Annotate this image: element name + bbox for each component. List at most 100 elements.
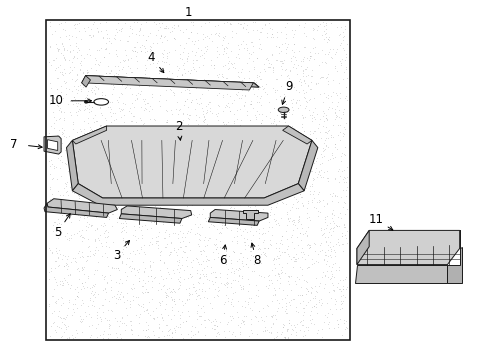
Point — [168, 215, 176, 221]
Point — [229, 303, 237, 309]
Point — [80, 175, 88, 181]
Point — [195, 231, 203, 237]
Point — [221, 282, 228, 288]
Point — [279, 113, 287, 119]
Point — [222, 279, 230, 285]
Point — [135, 266, 142, 272]
Point — [336, 40, 344, 46]
Point — [228, 278, 236, 283]
Point — [322, 34, 330, 40]
Point — [314, 191, 322, 197]
Point — [110, 63, 118, 68]
Point — [289, 245, 297, 251]
Point — [66, 235, 74, 241]
Point — [264, 329, 272, 335]
Point — [56, 62, 63, 67]
Point — [116, 318, 123, 324]
Point — [303, 198, 311, 203]
Point — [169, 153, 177, 158]
Point — [84, 120, 92, 126]
Point — [108, 202, 116, 207]
Point — [277, 72, 285, 78]
Point — [221, 154, 228, 159]
Point — [228, 124, 236, 130]
Point — [260, 85, 268, 91]
Point — [317, 302, 325, 308]
Point — [50, 120, 58, 126]
Point — [82, 136, 90, 142]
Point — [196, 271, 203, 277]
Point — [340, 152, 348, 158]
Point — [282, 228, 289, 234]
Point — [127, 118, 135, 124]
Point — [62, 134, 70, 140]
Point — [125, 207, 133, 213]
Point — [194, 196, 202, 202]
Point — [310, 283, 318, 288]
Point — [190, 212, 198, 217]
Point — [115, 94, 122, 99]
Point — [195, 101, 203, 107]
Point — [305, 264, 313, 270]
Point — [84, 80, 92, 85]
Point — [170, 327, 178, 333]
Point — [228, 248, 236, 254]
Point — [290, 54, 298, 60]
Point — [153, 287, 161, 292]
Point — [220, 121, 227, 127]
Point — [70, 94, 78, 100]
Point — [200, 193, 208, 199]
Point — [213, 324, 221, 329]
Point — [148, 278, 156, 284]
Point — [127, 118, 135, 124]
Point — [324, 51, 331, 57]
Point — [191, 117, 199, 123]
Point — [71, 141, 79, 147]
Point — [175, 274, 183, 279]
Point — [206, 264, 214, 270]
Point — [126, 249, 134, 255]
Point — [334, 122, 342, 127]
Point — [145, 242, 153, 248]
Point — [342, 187, 349, 193]
Point — [65, 57, 73, 63]
Point — [125, 263, 133, 269]
Point — [133, 180, 141, 186]
Point — [96, 158, 104, 164]
Point — [336, 40, 344, 46]
Point — [61, 263, 68, 269]
Point — [246, 237, 254, 243]
Point — [72, 34, 80, 40]
Point — [242, 154, 250, 159]
Point — [69, 126, 77, 131]
Point — [281, 66, 289, 72]
Point — [148, 162, 156, 167]
Point — [205, 108, 213, 113]
Point — [211, 322, 219, 328]
Point — [226, 284, 234, 290]
Point — [178, 72, 186, 78]
Point — [203, 136, 211, 142]
Point — [49, 57, 57, 63]
Point — [50, 274, 58, 279]
Point — [170, 297, 178, 302]
Point — [285, 320, 293, 325]
Point — [325, 46, 333, 52]
Point — [119, 247, 127, 252]
Point — [267, 26, 275, 32]
Point — [330, 141, 338, 147]
Point — [195, 114, 203, 120]
Point — [327, 271, 335, 276]
Point — [332, 92, 340, 98]
Point — [214, 210, 222, 215]
Point — [332, 46, 340, 52]
Point — [105, 214, 113, 220]
Point — [170, 193, 178, 198]
Point — [160, 34, 167, 40]
Point — [291, 66, 299, 71]
Point — [271, 43, 279, 49]
Point — [276, 110, 284, 116]
Point — [292, 87, 300, 93]
Point — [157, 68, 165, 73]
Point — [74, 149, 82, 154]
